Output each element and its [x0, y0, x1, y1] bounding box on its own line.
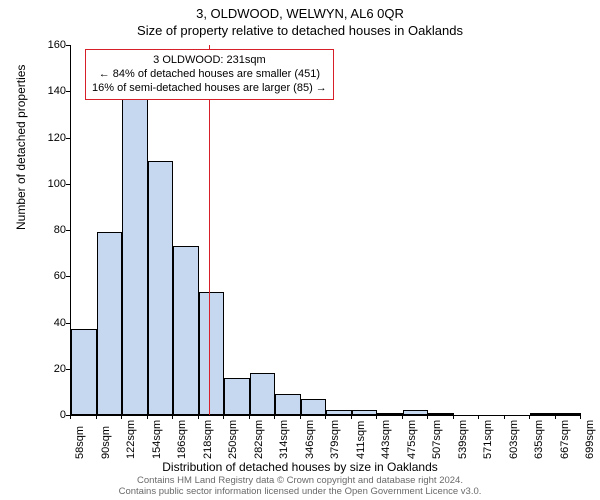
y-tick-mark	[66, 369, 70, 370]
y-tick-mark	[66, 45, 70, 46]
histogram-bar	[199, 292, 225, 415]
annotation-line-3: 16% of semi-detached houses are larger (…	[92, 82, 327, 96]
y-tick-label: 120	[36, 132, 66, 144]
y-tick-mark	[66, 276, 70, 277]
chart-container: 3, OLDWOOD, WELWYN, AL6 0QR Size of prop…	[0, 0, 600, 500]
histogram-bar	[556, 413, 582, 415]
x-tick-mark	[70, 415, 71, 419]
y-tick-mark	[66, 230, 70, 231]
histogram-bar	[97, 232, 123, 415]
x-tick-label: 282sqm	[253, 420, 265, 459]
histogram-bar	[530, 413, 556, 415]
x-tick-label: 539sqm	[457, 420, 469, 459]
x-tick-mark	[453, 415, 454, 419]
x-tick-mark	[376, 415, 377, 419]
x-tick-mark	[529, 415, 530, 419]
histogram-bar	[428, 413, 454, 415]
y-tick-mark	[66, 91, 70, 92]
histogram-bar	[301, 399, 327, 415]
x-tick-label: 90sqm	[100, 426, 112, 459]
plot-area: 3 OLDWOOD: 231sqm← 84% of detached house…	[70, 45, 581, 416]
x-tick-label: 314sqm	[278, 420, 290, 459]
x-tick-mark	[478, 415, 479, 419]
x-tick-mark	[580, 415, 581, 419]
x-tick-label: 443sqm	[380, 420, 392, 459]
x-tick-mark	[504, 415, 505, 419]
y-tick-mark	[66, 138, 70, 139]
x-tick-mark	[402, 415, 403, 419]
y-axis-label: Number of detached properties	[14, 65, 28, 230]
x-tick-label: 411sqm	[355, 421, 367, 459]
x-tick-label: 603sqm	[508, 420, 520, 459]
y-tick-mark	[66, 184, 70, 185]
x-tick-label: 122sqm	[125, 420, 137, 459]
x-tick-label: 699sqm	[584, 420, 596, 459]
y-tick-label: 140	[36, 85, 66, 97]
x-tick-label: 58sqm	[74, 426, 86, 459]
x-tick-label: 379sqm	[329, 420, 341, 459]
histogram-bar	[377, 413, 403, 415]
x-tick-label: 218sqm	[202, 420, 214, 459]
chart-title-main: 3, OLDWOOD, WELWYN, AL6 0QR	[0, 6, 600, 21]
x-tick-label: 154sqm	[151, 420, 163, 459]
x-tick-mark	[555, 415, 556, 419]
footer-line-1: Contains HM Land Registry data © Crown c…	[137, 475, 463, 486]
y-tick-mark	[66, 323, 70, 324]
x-tick-label: 346sqm	[304, 420, 316, 459]
x-tick-label: 667sqm	[559, 420, 571, 459]
x-tick-mark	[351, 415, 352, 419]
annotation-line-1: 3 OLDWOOD: 231sqm	[92, 54, 327, 68]
x-tick-mark	[427, 415, 428, 419]
y-tick-label: 80	[36, 224, 66, 236]
x-tick-label: 635sqm	[533, 420, 545, 459]
histogram-bar	[326, 410, 352, 415]
y-tick-label: 0	[36, 409, 66, 421]
y-tick-label: 100	[36, 178, 66, 190]
y-tick-label: 40	[36, 317, 66, 329]
y-tick-label: 60	[36, 270, 66, 282]
x-tick-label: 475sqm	[406, 420, 418, 459]
chart-title-sub: Size of property relative to detached ho…	[0, 23, 600, 38]
histogram-bar	[71, 329, 97, 415]
footer-line-2: Contains public sector information licen…	[119, 486, 482, 497]
x-tick-mark	[198, 415, 199, 419]
histogram-bar	[148, 161, 174, 415]
x-tick-mark	[249, 415, 250, 419]
histogram-bar	[250, 373, 276, 415]
x-tick-mark	[121, 415, 122, 419]
x-tick-mark	[274, 415, 275, 419]
x-tick-mark	[223, 415, 224, 419]
annotation-box: 3 OLDWOOD: 231sqm← 84% of detached house…	[85, 49, 334, 100]
footer-attribution: Contains HM Land Registry data © Crown c…	[0, 476, 600, 498]
x-tick-label: 571sqm	[482, 420, 494, 459]
x-tick-mark	[147, 415, 148, 419]
histogram-bar	[403, 410, 429, 415]
histogram-bar	[352, 410, 378, 415]
x-tick-mark	[96, 415, 97, 419]
reference-line	[209, 45, 210, 415]
x-tick-mark	[300, 415, 301, 419]
y-tick-label: 160	[36, 39, 66, 51]
x-axis-label: Distribution of detached houses by size …	[0, 460, 600, 474]
histogram-bar	[224, 378, 250, 415]
x-tick-mark	[325, 415, 326, 419]
x-tick-label: 186sqm	[176, 420, 188, 459]
x-tick-label: 250sqm	[227, 420, 239, 459]
histogram-bar	[122, 87, 148, 415]
histogram-bar	[275, 394, 301, 415]
x-tick-label: 507sqm	[431, 420, 443, 459]
annotation-line-2: ← 84% of detached houses are smaller (45…	[92, 68, 327, 82]
histogram-bar	[173, 246, 199, 415]
y-tick-label: 20	[36, 363, 66, 375]
x-tick-mark	[172, 415, 173, 419]
